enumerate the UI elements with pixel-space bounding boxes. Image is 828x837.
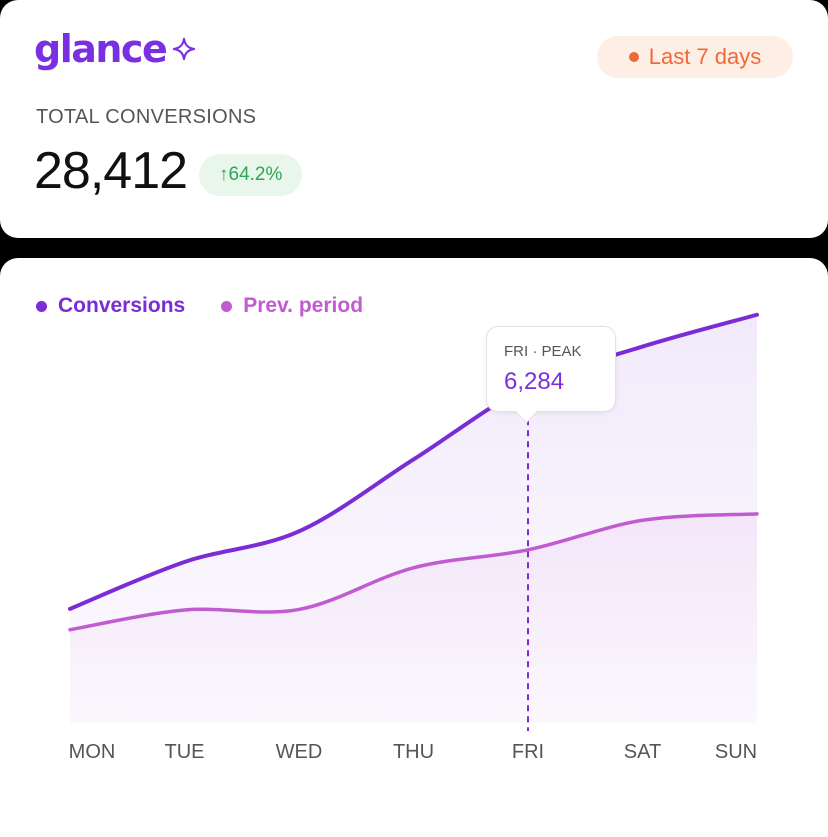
area-prev-period (70, 513, 757, 723)
period-selector[interactable]: Last 7 days (597, 36, 793, 78)
x-tick-label: THU (392, 741, 435, 763)
delta-badge: ↑64.2% (199, 154, 303, 196)
chart-card: Conversions Prev. period FRI · PEAK 6,28… (0, 258, 828, 837)
line-conversions (68, 312, 759, 611)
period-label: Last 7 days (648, 44, 762, 69)
tooltip-label: FRI · PEAK (504, 343, 582, 360)
brand-name: glance (34, 27, 168, 71)
sparkle-icon (173, 37, 196, 61)
legend-dot-icon (36, 300, 47, 312)
kpi-label: TOTAL CONVERSIONS (36, 106, 257, 128)
chart-legend: Conversions Prev. period (36, 294, 399, 318)
x-tick-label: WED (275, 741, 323, 763)
x-tick-label: TUE (164, 741, 205, 763)
legend-label-prev-period: Prev. period (243, 294, 364, 317)
legend-item-conversions[interactable]: Conversions (36, 294, 185, 318)
tooltip-value: 6,284 (504, 368, 565, 395)
summary-card: glance Last 7 days TOTAL CONVERSIONS 28,… (0, 0, 828, 238)
brand-logo[interactable]: glance (34, 30, 196, 68)
kpi-value: 28,412 (34, 142, 188, 200)
peak-tooltip: FRI · PEAK 6,284 (486, 326, 616, 412)
period-dot-icon (628, 52, 639, 62)
x-tick-label: MON (68, 741, 116, 763)
x-tick-label: SUN (714, 741, 758, 763)
x-tick-label: SAT (623, 741, 662, 763)
legend-dot-icon (221, 300, 233, 312)
line-prev-period (68, 512, 759, 632)
legend-item-prev-period[interactable]: Prev. period (221, 294, 363, 318)
legend-label-conversions: Conversions (58, 294, 186, 317)
x-tick-label: FRI (511, 741, 545, 763)
